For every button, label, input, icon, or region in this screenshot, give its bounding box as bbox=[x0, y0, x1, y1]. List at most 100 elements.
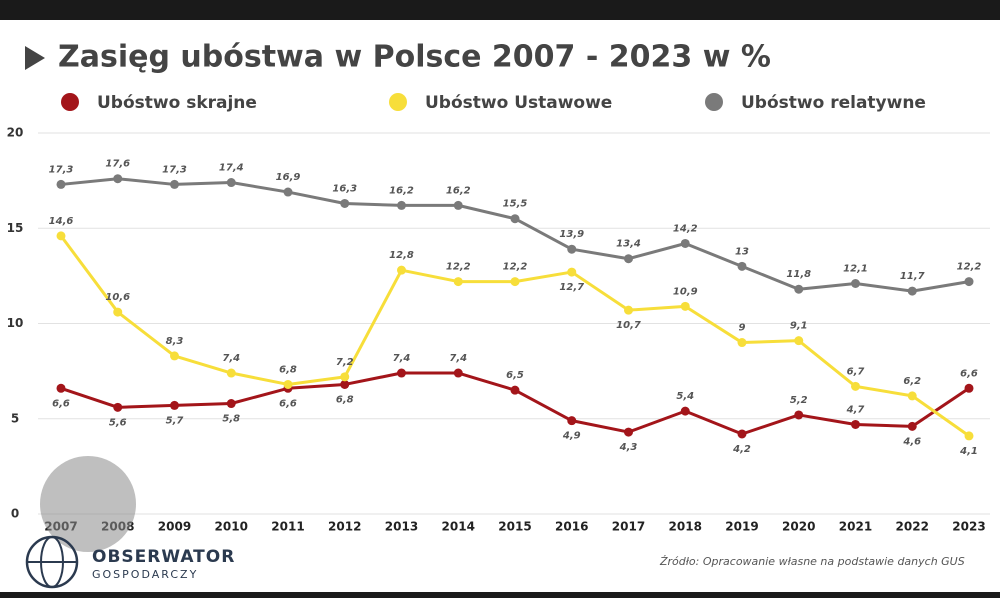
data-point bbox=[624, 427, 633, 437]
data-point bbox=[170, 400, 179, 410]
data-point bbox=[680, 301, 690, 311]
data-point bbox=[907, 286, 917, 296]
top-bar bbox=[0, 0, 1000, 20]
x-tick-label: 2014 bbox=[442, 520, 475, 534]
data-label: 4,6 bbox=[902, 436, 921, 447]
data-label: 6,8 bbox=[336, 394, 354, 405]
data-point bbox=[283, 187, 293, 197]
source-note: Źródło: Opracowanie własne na podstawie … bbox=[659, 555, 965, 568]
data-label: 12,2 bbox=[446, 262, 471, 273]
data-label: 10,6 bbox=[105, 292, 130, 303]
data-point bbox=[964, 431, 974, 441]
data-point bbox=[964, 277, 974, 287]
logo-name: OBSERWATOR bbox=[92, 547, 235, 567]
data-point bbox=[907, 421, 917, 431]
title-marker bbox=[25, 46, 45, 70]
data-label: 7,4 bbox=[393, 353, 411, 364]
data-point bbox=[794, 284, 804, 294]
data-point bbox=[794, 410, 804, 420]
data-label: 6,5 bbox=[506, 370, 524, 381]
x-tick-label: 2011 bbox=[271, 520, 304, 534]
data-label: 8,3 bbox=[166, 336, 184, 347]
data-point bbox=[680, 238, 690, 248]
lens-overlay bbox=[40, 456, 136, 552]
y-tick-label: 15 bbox=[7, 221, 24, 235]
data-point bbox=[851, 381, 860, 391]
data-point bbox=[624, 305, 633, 315]
data-point bbox=[851, 419, 860, 429]
data-point bbox=[510, 385, 520, 395]
data-label: 17,3 bbox=[49, 164, 74, 175]
data-label: 6,2 bbox=[903, 376, 921, 387]
data-point bbox=[794, 336, 804, 346]
data-point bbox=[964, 383, 974, 393]
y-tick-label: 20 bbox=[7, 126, 24, 140]
data-point bbox=[453, 277, 463, 287]
data-label: 14,2 bbox=[673, 223, 698, 234]
data-label: 13,4 bbox=[616, 239, 641, 250]
data-label: 7,4 bbox=[449, 353, 467, 364]
data-point bbox=[170, 179, 179, 189]
data-label: 17,6 bbox=[105, 159, 130, 170]
data-label: 12,7 bbox=[559, 282, 584, 293]
data-point bbox=[226, 399, 236, 409]
data-point bbox=[397, 265, 406, 275]
data-label: 4,1 bbox=[959, 446, 978, 457]
data-point bbox=[510, 214, 520, 224]
data-label: 13,9 bbox=[559, 229, 584, 240]
data-point bbox=[340, 198, 350, 208]
data-point bbox=[397, 368, 406, 378]
legend-label: Ubóstwo Ustawowe bbox=[425, 93, 612, 113]
data-point bbox=[397, 200, 406, 210]
data-label: 9 bbox=[739, 323, 746, 334]
data-point bbox=[340, 372, 350, 382]
x-tick-label: 2010 bbox=[215, 520, 248, 534]
data-point bbox=[567, 416, 577, 426]
legend-marker bbox=[61, 93, 79, 111]
data-label: 17,3 bbox=[162, 164, 187, 175]
data-label: 5,4 bbox=[676, 391, 694, 402]
data-point bbox=[510, 277, 520, 287]
data-point bbox=[624, 254, 633, 264]
data-label: 16,2 bbox=[446, 185, 471, 196]
data-label: 6,6 bbox=[960, 368, 978, 379]
y-tick-label: 0 bbox=[11, 507, 19, 521]
data-label: 6,7 bbox=[847, 366, 865, 377]
data-label: 5,7 bbox=[166, 415, 184, 426]
data-label: 4,2 bbox=[732, 444, 751, 455]
data-point bbox=[567, 267, 577, 277]
data-label: 6,6 bbox=[52, 398, 70, 409]
data-label: 14,6 bbox=[49, 216, 74, 227]
data-label: 4,3 bbox=[619, 442, 638, 453]
data-label: 9,1 bbox=[790, 321, 808, 332]
data-label: 4,7 bbox=[846, 404, 865, 415]
data-label: 12,1 bbox=[843, 263, 868, 274]
legend-label: Ubóstwo skrajne bbox=[97, 93, 257, 113]
data-label: 4,9 bbox=[562, 431, 581, 442]
data-label: 12,8 bbox=[389, 250, 414, 261]
data-point bbox=[680, 406, 690, 416]
x-tick-label: 2022 bbox=[896, 520, 929, 534]
data-label: 12,2 bbox=[503, 262, 528, 273]
data-label: 10,9 bbox=[673, 286, 698, 297]
data-label: 16,2 bbox=[389, 185, 414, 196]
data-point bbox=[737, 429, 747, 439]
x-tick-label: 2012 bbox=[328, 520, 361, 534]
data-label: 11,8 bbox=[786, 269, 811, 280]
data-label: 6,8 bbox=[279, 364, 297, 375]
data-point bbox=[226, 368, 236, 378]
logo-subname: GOSPODARCZY bbox=[92, 568, 198, 581]
data-point bbox=[453, 368, 463, 378]
data-point bbox=[113, 402, 123, 412]
data-label: 5,8 bbox=[222, 414, 240, 425]
data-label: 17,4 bbox=[219, 163, 244, 174]
data-point bbox=[283, 379, 293, 389]
x-tick-label: 2023 bbox=[952, 520, 985, 534]
bottom-bar bbox=[0, 592, 1000, 598]
data-label: 13 bbox=[735, 246, 749, 257]
data-point bbox=[737, 261, 747, 271]
x-tick-label: 2009 bbox=[158, 520, 191, 534]
data-point bbox=[567, 244, 577, 254]
data-point bbox=[226, 178, 236, 188]
